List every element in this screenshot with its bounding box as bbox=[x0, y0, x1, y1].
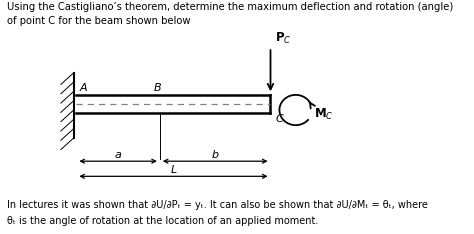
Text: A: A bbox=[80, 83, 87, 93]
Text: a: a bbox=[115, 150, 121, 160]
Text: $\mathbf{P}_C$: $\mathbf{P}_C$ bbox=[275, 31, 292, 46]
Text: B: B bbox=[154, 83, 162, 93]
Text: $\mathbf{M}_C$: $\mathbf{M}_C$ bbox=[314, 107, 334, 122]
Text: Using the Castigliano’s theorem, determine the maximum deflection and rotation (: Using the Castigliano’s theorem, determi… bbox=[7, 2, 453, 12]
Text: b: b bbox=[211, 150, 219, 160]
Text: In lectures it was shown that ∂U/∂Pₜ = yₜ. It can also be shown that ∂U/∂Mₜ = θₜ: In lectures it was shown that ∂U/∂Pₜ = y… bbox=[7, 200, 428, 210]
Text: θₜ is the angle of rotation at the location of an applied moment.: θₜ is the angle of rotation at the locat… bbox=[7, 216, 318, 226]
Text: C: C bbox=[275, 114, 283, 124]
Text: of point ​C for the beam shown below: of point ​C for the beam shown below bbox=[7, 16, 190, 26]
Text: L: L bbox=[170, 165, 177, 175]
